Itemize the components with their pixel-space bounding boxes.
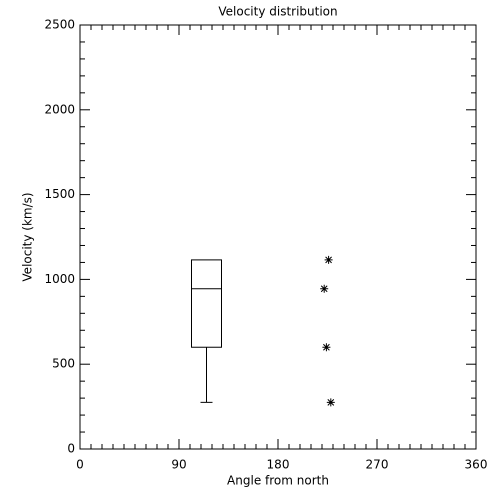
x-tick-label: 0 (76, 458, 84, 472)
point (324, 255, 333, 264)
y-tick-label: 2000 (44, 102, 75, 116)
x-tick-label: 180 (267, 458, 290, 472)
x-axis-label: Angle from north (227, 474, 329, 488)
x-tick-label: 270 (366, 458, 389, 472)
point (326, 398, 335, 407)
y-tick-label: 2500 (44, 18, 75, 32)
y-tick-label: 500 (52, 357, 75, 371)
y-axis-label: Velocity (km/s) (21, 192, 35, 281)
x-tick-label: 360 (465, 458, 488, 472)
point (320, 284, 329, 293)
y-tick-label: 0 (67, 442, 75, 456)
x-tick-label: 90 (171, 458, 186, 472)
y-tick-label: 1000 (44, 272, 75, 286)
y-tick-label: 1500 (44, 187, 75, 201)
point (322, 343, 331, 352)
chart-title: Velocity distribution (218, 5, 337, 19)
